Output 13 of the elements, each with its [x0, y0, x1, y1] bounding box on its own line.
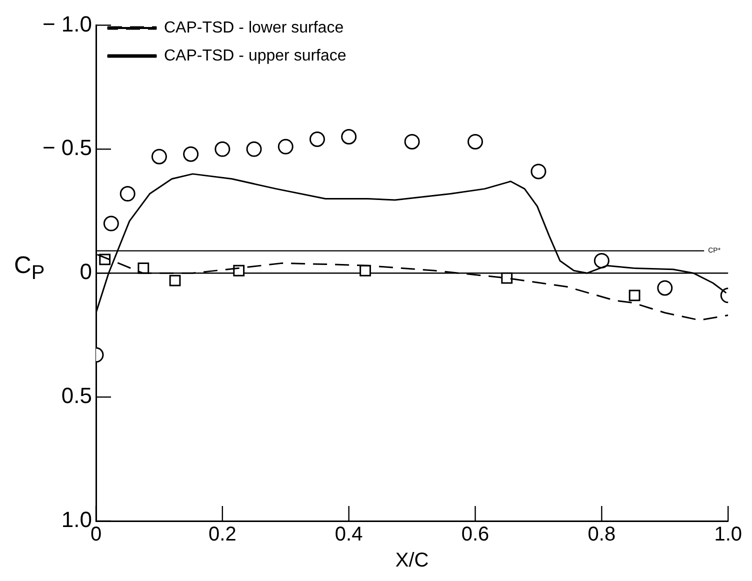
y-tick-label: 0.5 — [61, 383, 92, 408]
x-tick-label: 0.8 — [588, 524, 616, 546]
y-tick-label: − 0.5 — [42, 135, 92, 160]
x-tick-label: 0.4 — [334, 524, 363, 546]
legend-label: CAP-TSD - upper surface — [164, 47, 346, 64]
legend-label: CAP-TSD - lower surface — [164, 19, 344, 36]
x-tick-label: 0.6 — [461, 524, 490, 546]
y-tick-label: − 1.0 — [42, 11, 92, 36]
x-axis-title: X/C — [395, 550, 429, 572]
x-tick-label: 0.2 — [208, 524, 236, 546]
y-tick-label: 0 — [80, 259, 92, 284]
x-tick-label: 1.0 — [714, 524, 742, 546]
y-axis-title: C$_{P}$ — [14, 252, 45, 285]
